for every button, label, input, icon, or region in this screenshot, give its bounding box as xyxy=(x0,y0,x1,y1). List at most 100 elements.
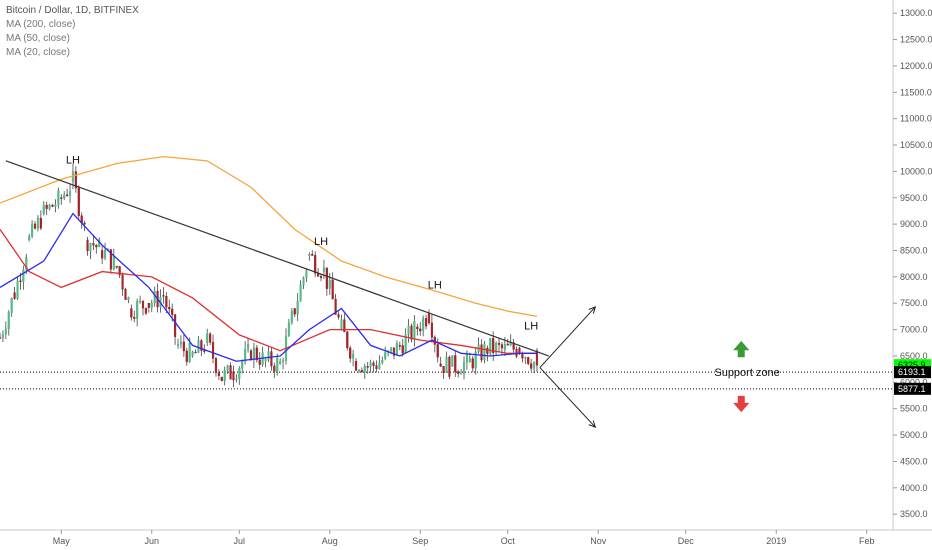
candle-body xyxy=(314,255,317,274)
candle-body xyxy=(168,307,171,310)
candle-body xyxy=(31,223,34,237)
candle-body xyxy=(133,316,136,319)
candle-body xyxy=(375,365,378,369)
candle-body xyxy=(112,255,115,270)
candle-body xyxy=(188,342,191,362)
candle-body xyxy=(22,269,25,282)
candle-body xyxy=(346,331,349,349)
candle-body xyxy=(206,333,209,343)
candle-body xyxy=(124,288,127,300)
candle-body xyxy=(101,250,104,259)
candle-body xyxy=(118,266,121,276)
candle-body xyxy=(424,318,428,327)
lower-high-label: LH xyxy=(314,236,328,248)
candle-body xyxy=(244,348,247,362)
candle-body xyxy=(165,296,168,308)
candle-body xyxy=(197,340,200,353)
candle-body xyxy=(398,345,401,347)
candle-body xyxy=(211,342,215,359)
candle-body xyxy=(305,270,308,278)
candle-body xyxy=(427,313,431,324)
candle-body xyxy=(369,362,372,367)
y-tick-label: 3500.0 xyxy=(900,509,928,519)
candle-body xyxy=(530,363,533,369)
candle-body xyxy=(258,359,261,365)
x-tick-label: May xyxy=(53,536,71,546)
candle-body xyxy=(36,217,40,229)
candle-body xyxy=(13,292,16,299)
candle-body xyxy=(454,355,457,373)
candle-body xyxy=(328,279,331,289)
candle-body xyxy=(500,344,504,349)
candle-body xyxy=(147,303,150,308)
red-down-arrow-icon xyxy=(733,395,750,413)
y-tick-label: 6000.0 xyxy=(900,377,928,387)
candle-body xyxy=(492,338,495,353)
green-up-arrow-icon xyxy=(733,340,750,358)
candle-body xyxy=(521,353,524,359)
candle-body xyxy=(19,280,22,283)
candle-body xyxy=(63,194,66,199)
candle-body xyxy=(524,357,527,359)
candle-body xyxy=(45,204,48,209)
candle-body xyxy=(497,342,501,345)
ma-line-1 xyxy=(0,229,537,354)
y-tick-label: 5000.0 xyxy=(900,430,928,440)
candle-body xyxy=(42,204,45,214)
candle-body xyxy=(495,342,498,353)
arrow-head-icon xyxy=(588,306,597,314)
candle-body xyxy=(68,190,72,196)
candle-body xyxy=(1,334,4,338)
candle-body xyxy=(276,357,279,372)
candle-body xyxy=(302,277,305,286)
candle-body xyxy=(474,351,477,369)
y-tick-label: 7500.0 xyxy=(900,298,928,308)
projection-arrow-up xyxy=(539,306,596,368)
candle-body xyxy=(430,322,433,338)
candle-body xyxy=(352,353,355,359)
x-tick-label: Jun xyxy=(144,536,159,546)
candle-body xyxy=(319,276,323,278)
candle-body xyxy=(103,249,107,259)
candle-body xyxy=(223,370,226,382)
candle-body xyxy=(86,239,89,252)
candle-body xyxy=(296,301,299,315)
candle-body xyxy=(60,197,63,199)
candle-body xyxy=(232,371,235,381)
y-tick-label: 4000.0 xyxy=(900,483,928,493)
candle-body xyxy=(217,372,220,376)
y-tick-label: 10000.0 xyxy=(900,166,932,176)
candle-body xyxy=(442,365,445,373)
candle-body xyxy=(214,358,218,373)
candle-body xyxy=(410,325,413,340)
y-tick-label: 8000.0 xyxy=(900,272,928,282)
candle-body xyxy=(66,194,69,197)
candle-body xyxy=(264,359,267,362)
candle-body xyxy=(209,333,212,343)
candle-body xyxy=(337,314,340,318)
x-tick-label: Jul xyxy=(234,536,246,546)
ma-line-0 xyxy=(0,155,538,318)
candle-body xyxy=(512,342,515,350)
candle-body xyxy=(340,319,343,330)
candle-body xyxy=(363,366,366,373)
y-tick-label: 9000.0 xyxy=(900,219,928,229)
y-tick-label: 11000.0 xyxy=(900,114,932,124)
candle-body xyxy=(10,297,13,313)
candle-body xyxy=(229,365,232,380)
candle-body xyxy=(267,351,270,360)
candle-body xyxy=(439,363,442,367)
y-tick-label: 13000.0 xyxy=(900,8,932,18)
candle-body xyxy=(4,328,7,335)
candle-body xyxy=(279,361,282,365)
candle-body xyxy=(16,280,19,299)
lower-high-label: LH xyxy=(66,154,80,166)
candle-body xyxy=(249,350,253,361)
candle-body xyxy=(171,308,174,315)
candle-body xyxy=(281,360,285,362)
candle-body xyxy=(331,279,334,300)
candle-body xyxy=(419,328,422,332)
candle-body xyxy=(471,358,474,369)
